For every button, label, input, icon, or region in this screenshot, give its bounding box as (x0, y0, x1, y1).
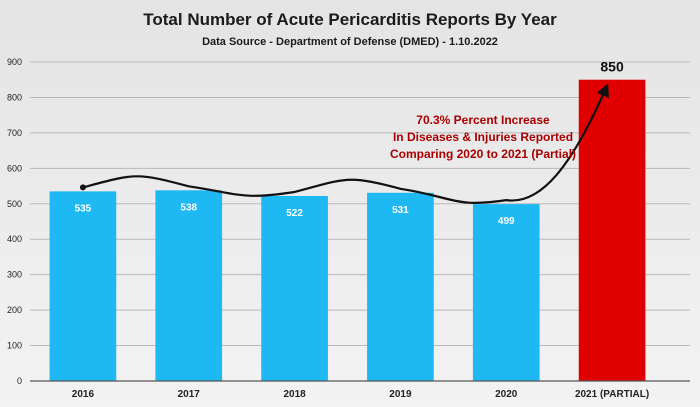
bar (367, 192, 434, 381)
y-tick-label: 100 (7, 341, 22, 351)
data-labels: 535 538 522 531 499 850 (75, 59, 624, 227)
annotation: 70.3% Percent Increase In Diseases & Inj… (390, 113, 576, 161)
bar (155, 190, 223, 381)
x-tick-label: 2021 (PARTIAL) (575, 389, 649, 400)
y-tick-label: 400 (7, 234, 22, 244)
data-label: 531 (392, 205, 409, 216)
data-label: 522 (286, 208, 303, 219)
x-axis-ticks: 2016 2017 2018 2019 2020 2021 (PARTIAL) (72, 389, 649, 400)
x-tick-label: 2020 (495, 389, 518, 400)
data-label: 538 (180, 202, 197, 213)
y-tick-label: 800 (7, 92, 22, 102)
gridlines (30, 61, 690, 382)
trend-arrow (82, 83, 609, 204)
bar (261, 195, 328, 381)
y-tick-label: 300 (7, 270, 22, 280)
chart-subtitle: Data Source - Department of Defense (DME… (202, 36, 498, 48)
y-tick-label: 700 (7, 128, 22, 138)
y-tick-label: 200 (7, 305, 22, 315)
bar (49, 191, 117, 381)
chart-title: Total Number of Acute Pericarditis Repor… (143, 10, 557, 29)
x-tick-label: 2016 (72, 389, 95, 400)
bar (472, 204, 540, 381)
annotation-line-3: Comparing 2020 to 2021 (Partial) (390, 147, 576, 161)
x-tick-label: 2018 (283, 389, 306, 400)
data-label: 850 (600, 59, 624, 75)
bar-highlight (578, 79, 646, 381)
annotation-line-2: In Diseases & Injuries Reported (393, 130, 573, 144)
annotation-line-1: 70.3% Percent Increase (416, 113, 550, 127)
y-axis-ticks: 0 100 200 300 400 500 600 700 800 900 (7, 57, 22, 386)
y-tick-label: 600 (7, 163, 22, 173)
y-tick-label: 500 (7, 199, 22, 209)
x-tick-label: 2017 (178, 389, 201, 400)
trend-start-dot (79, 184, 86, 191)
y-tick-label: 0 (17, 376, 22, 386)
bars (49, 79, 646, 381)
y-tick-label: 900 (7, 57, 22, 67)
data-label: 535 (75, 203, 92, 214)
data-label: 499 (498, 216, 515, 227)
x-tick-label: 2019 (389, 389, 412, 400)
